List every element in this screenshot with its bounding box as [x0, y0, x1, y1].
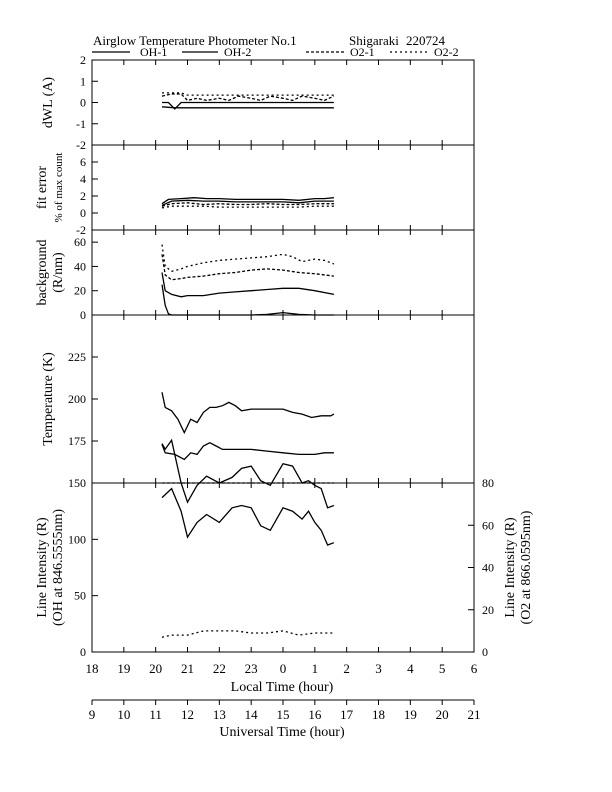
y2-tick-label: 60 — [482, 518, 494, 532]
local-tick-label: 5 — [439, 661, 446, 676]
y-tick-label: 2 — [80, 189, 86, 203]
series-oh-1 — [161, 197, 334, 205]
y-tick-label: 50 — [74, 589, 86, 603]
series-oh-1 — [162, 101, 334, 110]
panel-frame — [91, 314, 475, 484]
y-tick-label: -1 — [76, 117, 86, 131]
panel-temperature: 175 200 225 Temperature (K) — [41, 314, 475, 484]
y-axis-label-2: (R/nm) — [51, 252, 66, 293]
y-tick-label: 0 — [80, 645, 86, 659]
local-tick-label: 18 — [86, 661, 99, 676]
series-oh-1 — [161, 392, 335, 435]
legend: OH-1 OH-2 O2-1 O2-2 — [92, 45, 459, 59]
x-axes: Local Time (hour) Universal Time (hour) … — [86, 661, 481, 740]
ut-tick-label: 9 — [89, 707, 96, 722]
y-tick-label: -2 — [76, 138, 86, 152]
y-tick-label: 150 — [68, 476, 86, 490]
y-tick-label: 0 — [80, 206, 86, 220]
local-tick-label: 4 — [407, 661, 414, 676]
y-axis-label: Line Intensity (R) — [35, 517, 50, 618]
series-oh-2 — [161, 272, 335, 298]
panel-frame — [91, 229, 475, 316]
y2-axis-label-2: (O2 at 866.0595nm) — [519, 510, 534, 624]
chart-title: Airglow Temperature Photometer No.1 — [93, 33, 297, 48]
y-tick-label: 0 — [80, 308, 86, 322]
legend-label-o2-1: O2-1 — [350, 45, 375, 59]
y-axis-label-2: % of max count — [53, 153, 65, 223]
local-tick-label: 21 — [181, 661, 194, 676]
local-time-label: Local Time (hour) — [231, 680, 334, 695]
y-tick-label: 200 — [68, 392, 86, 406]
y-axis-label: dWL (A) — [41, 77, 56, 129]
y-tick-label: 1 — [80, 74, 86, 88]
y-tick-label: 0 — [80, 96, 86, 110]
y2-tick-label: 80 — [482, 476, 494, 490]
local-tick-label: 1 — [312, 661, 319, 676]
y-tick-label: 4 — [80, 172, 86, 186]
ut-label: Universal Time (hour) — [219, 725, 345, 740]
panel-background: 0 20 40 60 background (R/nm) — [35, 229, 475, 322]
y-tick-label: 40 — [74, 259, 86, 273]
ut-tick-label: 12 — [181, 707, 194, 722]
y-axis-label: background — [35, 239, 50, 305]
series-o2-2 — [161, 205, 334, 209]
legend-label-o2-2: O2-2 — [434, 45, 459, 59]
local-tick-label: 0 — [280, 661, 287, 676]
series-oh-2 — [161, 441, 334, 461]
y2-axis-label: Line Intensity (R) — [503, 517, 518, 618]
chart-site: Shigaraki — [349, 33, 399, 48]
series-oh-1 — [161, 438, 335, 509]
chart-date: 220724 — [406, 33, 446, 48]
series-o2-2 — [161, 244, 335, 273]
local-tick-label: 6 — [471, 661, 478, 676]
ut-tick-label: 19 — [404, 707, 417, 722]
y-tick-label: 225 — [68, 350, 86, 364]
series-o2-1 — [161, 93, 335, 102]
panels: -2 -1 0 1 2 dWL (A) -2 0 2 4 6 fit error% of max co… — [35, 53, 534, 659]
y-tick-label: 2 — [80, 53, 86, 67]
local-tick-label: 19 — [117, 661, 130, 676]
ut-tick-label: 11 — [149, 707, 162, 722]
series-oh-2 — [161, 106, 334, 109]
local-tick-label: 23 — [245, 661, 258, 676]
ut-tick-label: 18 — [372, 707, 385, 722]
ut-tick-label: 14 — [245, 707, 259, 722]
y-tick-label: 20 — [74, 284, 86, 298]
ut-tick-label: 15 — [277, 707, 290, 722]
panel-fit_error: -2 0 2 4 6 fit error% of max count — [35, 144, 475, 237]
y-tick-label: 175 — [68, 434, 86, 448]
series-oh-2 — [161, 487, 335, 546]
series-o2-1 — [161, 254, 334, 281]
local-tick-label: 20 — [149, 661, 162, 676]
local-tick-label: 2 — [343, 661, 350, 676]
local-tick-label: 22 — [213, 661, 226, 676]
y-tick-label: 60 — [74, 235, 86, 249]
y-tick-label: 6 — [80, 155, 86, 169]
series-o2-1 — [161, 202, 334, 207]
y2-tick-label: 20 — [482, 603, 494, 617]
ut-tick-label: 17 — [340, 707, 354, 722]
panel-frame — [91, 144, 475, 231]
ut-tick-label: 13 — [213, 707, 226, 722]
ut-tick-label: 21 — [468, 707, 481, 722]
y2-tick-label: 0 — [482, 645, 488, 659]
y-axis-label: fit error — [35, 166, 50, 209]
y-axis-label: Temperature (K) — [41, 352, 56, 446]
y2-tick-label: 40 — [482, 561, 494, 575]
ut-tick-label: 16 — [308, 707, 322, 722]
series-o2-2 — [162, 92, 334, 96]
local-tick-label: 3 — [375, 661, 382, 676]
ut-tick-label: 20 — [436, 707, 449, 722]
legend-label-oh-2: OH-2 — [224, 45, 251, 59]
y-axis-label-2: (OH at 846.5555nm) — [51, 509, 66, 626]
legend-label-oh-1: OH-1 — [140, 45, 167, 59]
panel-dwl: -2 -1 0 1 2 dWL (A) — [41, 53, 475, 152]
ut-tick-label: 10 — [117, 707, 130, 722]
y-tick-label: -2 — [76, 223, 86, 237]
series-o2-2 — [161, 630, 334, 638]
series-oh-2 — [161, 199, 334, 206]
y-tick-label: 100 — [68, 532, 86, 546]
